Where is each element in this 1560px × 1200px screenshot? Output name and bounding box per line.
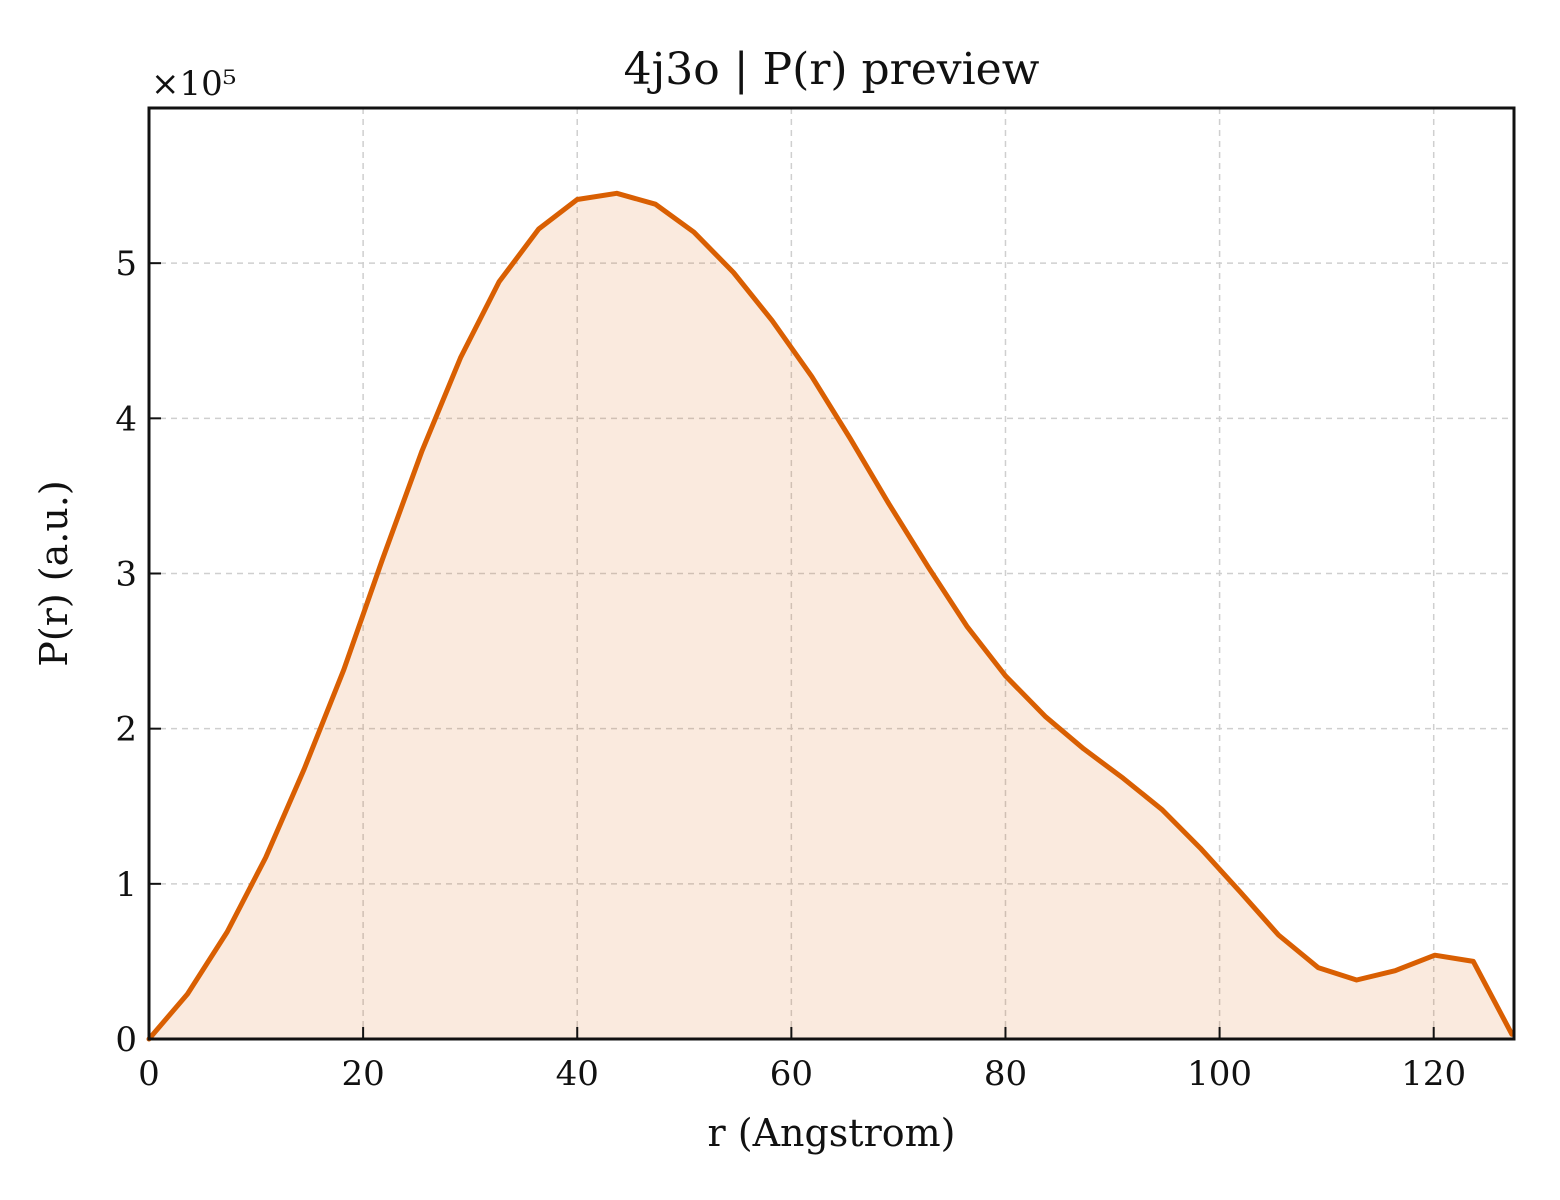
x-tick-label: 60 [770, 1054, 813, 1094]
x-axis-label: r (Angstrom) [708, 1111, 956, 1155]
x-tick-label: 100 [1187, 1054, 1252, 1094]
x-tick-label: 80 [984, 1054, 1027, 1094]
y-axis-multiplier: ×10⁵ [151, 64, 236, 104]
y-tick-label: 1 [115, 865, 137, 905]
x-tick-label: 120 [1401, 1054, 1466, 1094]
x-tick-label: 40 [556, 1054, 599, 1094]
data-series [146, 190, 1515, 1042]
y-tick-label: 2 [115, 710, 137, 750]
series-0-area [149, 193, 1512, 1040]
chart-title: 4j3o | P(r) preview [624, 44, 1040, 95]
y-tick-label: 0 [115, 1020, 137, 1060]
y-axis-label: P(r) (a.u.) [32, 480, 76, 666]
ticks: 0 20 40 60 80 100 120 0 1 2 3 4 5 [115, 244, 1466, 1094]
grid [149, 108, 1514, 1039]
y-tick-label: 4 [115, 399, 137, 439]
y-tick-label: 5 [115, 244, 137, 284]
y-tick-label: 3 [115, 555, 137, 595]
series-0-line [146, 190, 1515, 1042]
x-tick-label: 0 [138, 1054, 160, 1094]
x-tick-label: 20 [341, 1054, 384, 1094]
